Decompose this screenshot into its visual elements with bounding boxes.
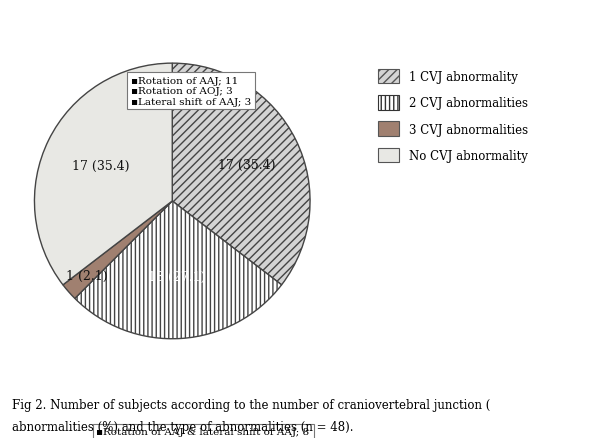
Wedge shape	[63, 201, 172, 299]
Wedge shape	[75, 201, 282, 339]
Text: Fig 2. Number of subjects according to the number of craniovertebral junction (: Fig 2. Number of subjects according to t…	[12, 399, 490, 412]
Legend: 1 CVJ abnormality, 2 CVJ abnormalities, 3 CVJ abnormalities, No CVJ abnormality: 1 CVJ abnormality, 2 CVJ abnormalities, …	[378, 70, 528, 162]
Text: 17 (35.4): 17 (35.4)	[217, 159, 275, 172]
Text: ▪Rotation of AAJ; 11
▪Rotation of AOJ; 3
▪Lateral shift of AAJ; 3: ▪Rotation of AAJ; 11 ▪Rotation of AOJ; 3…	[131, 77, 251, 106]
Wedge shape	[172, 64, 310, 285]
Text: abnormalities (%) and the type of abnormalities (n = 48).: abnormalities (%) and the type of abnorm…	[12, 420, 353, 434]
Wedge shape	[34, 64, 172, 285]
Text: 13 (27.1): 13 (27.1)	[148, 270, 206, 283]
Text: ▪Rotation of AAJ & lateral shift of AAJ; 8
▪Rotation of AOJ & rotation of AAJ; 4: ▪Rotation of AAJ & lateral shift of AAJ;…	[96, 427, 311, 438]
Text: 17 (35.4): 17 (35.4)	[72, 160, 129, 173]
Text: 1 (2.1): 1 (2.1)	[67, 269, 108, 283]
